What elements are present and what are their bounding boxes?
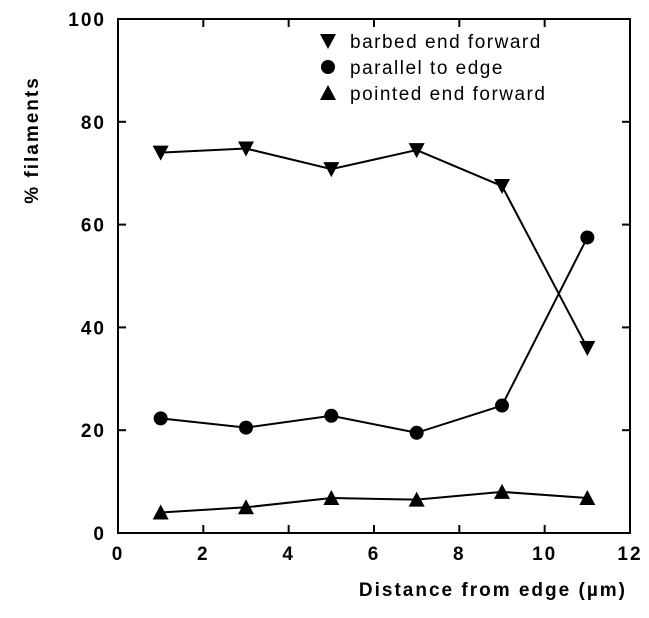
x-tick-label: 2 xyxy=(197,544,210,565)
legend-marker-barbed-end-forward xyxy=(320,34,336,49)
legend: barbed end forward parallel to edge pointe… xyxy=(320,32,546,105)
data-point-barbed-end-forward xyxy=(494,179,510,195)
data-point-parallel-to-edge xyxy=(324,408,339,423)
y-tick-label: 40 xyxy=(81,318,106,339)
series-line-parallel-to-edge xyxy=(160,236,589,434)
series-pointed-end-forward xyxy=(152,483,596,520)
x-tick-label: 8 xyxy=(453,544,466,565)
data-point-pointed-end-forward xyxy=(579,490,596,506)
axis-ticks xyxy=(117,18,631,534)
x-tick-label: 0 xyxy=(112,544,125,565)
data-point-pointed-end-forward xyxy=(152,504,169,520)
y-tick-label: 0 xyxy=(93,524,106,545)
x-tick-label: 6 xyxy=(368,544,381,565)
data-point-pointed-end-forward xyxy=(323,490,340,506)
y-tick-label: 20 xyxy=(81,421,106,442)
data-point-barbed-end-forward xyxy=(152,145,169,161)
data-point-parallel-to-edge xyxy=(495,398,509,413)
data-point-barbed-end-forward xyxy=(238,141,254,157)
legend-label-barbed-end-forward: barbed end forward xyxy=(350,32,542,53)
legend-label-pointed-end-forward: pointed end forward xyxy=(350,84,546,105)
data-point-pointed-end-forward xyxy=(238,499,254,515)
y-tick-label: 100 xyxy=(68,10,106,31)
x-tick-label: 12 xyxy=(617,544,642,565)
y-tick-label: 60 xyxy=(81,216,106,237)
legend-label-parallel-to-edge: parallel to edge xyxy=(350,58,504,79)
data-point-barbed-end-forward xyxy=(323,162,340,178)
series-parallel-to-edge xyxy=(153,230,595,440)
data-point-parallel-to-edge xyxy=(153,411,168,426)
x-tick-label: 4 xyxy=(282,544,295,565)
series-barbed-end-forward xyxy=(152,141,596,356)
series-layer xyxy=(152,141,596,520)
data-point-barbed-end-forward xyxy=(408,143,425,159)
x-axis-title: Distance from edge (µm) xyxy=(359,580,627,601)
series-line-pointed-end-forward xyxy=(160,490,588,514)
data-point-parallel-to-edge xyxy=(580,230,595,245)
legend-marker-pointed-end-forward xyxy=(320,85,336,100)
data-point-pointed-end-forward xyxy=(494,483,510,499)
y-axis-title: % filaments xyxy=(22,76,43,204)
axis-tick-labels: 0 2 4 6 8 10 12 0 20 40 60 80 100 xyxy=(68,10,642,565)
y-tick-label: 80 xyxy=(81,113,106,134)
data-point-barbed-end-forward xyxy=(579,340,596,356)
data-point-pointed-end-forward xyxy=(408,491,425,507)
data-point-parallel-to-edge xyxy=(409,425,424,440)
x-tick-label: 10 xyxy=(532,544,557,565)
series-line-barbed-end-forward xyxy=(160,147,589,349)
data-point-parallel-to-edge xyxy=(239,420,253,435)
legend-marker-parallel-to-edge xyxy=(321,60,335,74)
